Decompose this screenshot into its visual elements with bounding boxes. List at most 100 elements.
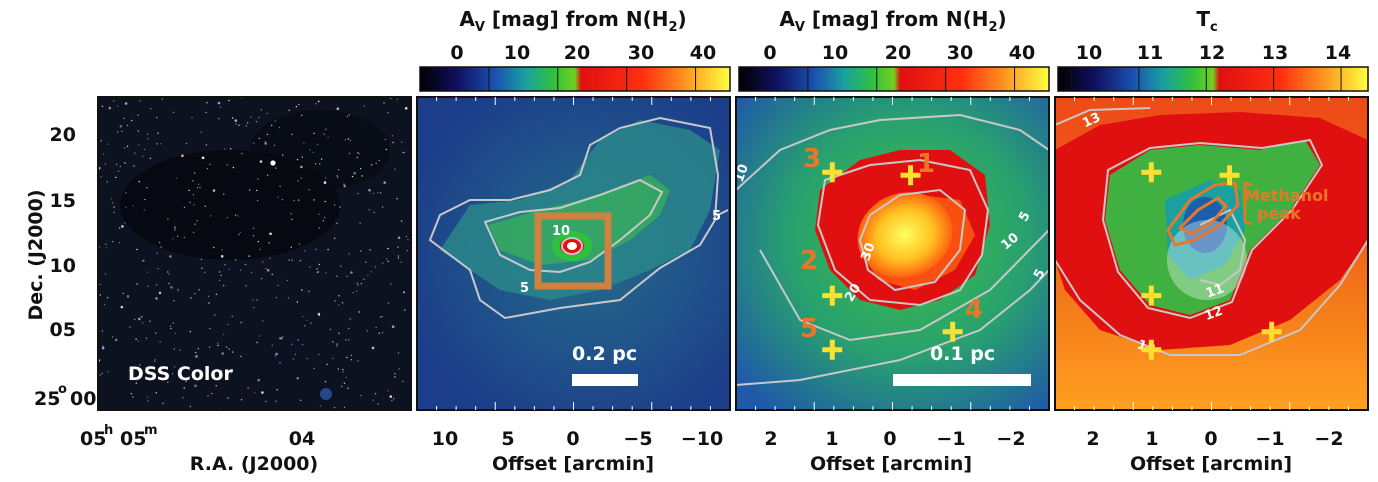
star — [348, 327, 350, 330]
star — [113, 211, 115, 214]
star — [214, 314, 216, 316]
star — [215, 385, 217, 387]
star — [146, 133, 149, 135]
star — [383, 181, 387, 184]
star — [169, 325, 172, 327]
star — [297, 339, 299, 341]
star — [145, 367, 147, 369]
star — [156, 252, 158, 254]
ra-tick-hours: 05 — [80, 428, 106, 450]
star — [301, 156, 303, 158]
star — [149, 320, 151, 322]
star — [405, 235, 408, 238]
star — [223, 284, 225, 287]
star — [386, 258, 388, 260]
star — [344, 139, 347, 141]
star — [291, 133, 293, 136]
position-label: 5 — [800, 314, 818, 344]
star — [224, 264, 226, 266]
star — [124, 162, 126, 164]
position-cross — [900, 165, 921, 186]
ra-tick-min: 05 — [120, 428, 146, 450]
star — [223, 333, 225, 336]
star — [156, 143, 158, 145]
star — [106, 297, 109, 299]
dec-origin-sup: o — [58, 382, 67, 397]
star — [132, 205, 134, 207]
star — [183, 236, 185, 239]
star — [161, 98, 163, 100]
contour-label: 12 — [1203, 304, 1225, 324]
star — [162, 402, 164, 405]
star — [333, 406, 336, 409]
star — [365, 261, 367, 263]
star — [403, 291, 405, 294]
star — [358, 311, 360, 313]
star — [322, 220, 324, 222]
star — [170, 327, 172, 330]
star — [146, 396, 149, 398]
star — [211, 392, 213, 395]
star — [356, 156, 358, 159]
star — [100, 176, 102, 178]
x-axis-label: Offset [arcmin] — [492, 453, 654, 475]
star — [234, 214, 237, 216]
x-tick-label: −2 — [996, 428, 1025, 450]
x-tick-label: −5 — [623, 428, 652, 450]
methanol-label: Methanol — [1244, 186, 1328, 205]
star — [208, 346, 211, 348]
star — [183, 387, 185, 389]
star — [139, 100, 141, 102]
star — [358, 153, 360, 155]
colorbar-ticks — [419, 67, 697, 91]
x-axis-label: Offset [arcmin] — [1130, 453, 1292, 475]
star — [282, 154, 284, 156]
star — [260, 109, 263, 111]
star — [402, 380, 404, 382]
star — [197, 183, 200, 185]
star — [317, 100, 320, 103]
star — [192, 194, 195, 196]
star — [185, 380, 187, 383]
star — [168, 273, 170, 275]
star — [256, 341, 258, 344]
star — [194, 223, 196, 225]
star — [385, 148, 387, 151]
colorbar-tick-label: 0 — [450, 42, 463, 64]
star — [210, 215, 212, 217]
star — [292, 358, 295, 360]
star — [104, 273, 107, 275]
star — [177, 235, 179, 237]
star — [238, 124, 240, 126]
star — [228, 268, 230, 270]
star — [190, 297, 192, 299]
star — [397, 246, 399, 248]
star — [257, 240, 259, 243]
star — [400, 220, 403, 222]
star — [207, 395, 209, 397]
star — [351, 175, 354, 178]
star — [113, 100, 115, 102]
star — [394, 376, 396, 378]
star — [105, 247, 108, 249]
star — [226, 164, 228, 166]
star — [177, 288, 179, 291]
star — [312, 151, 314, 154]
scale-bar-label: 0.1 pc — [930, 343, 995, 365]
star — [208, 302, 210, 304]
star — [138, 317, 141, 321]
star — [357, 284, 359, 286]
colorbar-tick-label: 20 — [885, 42, 911, 64]
star — [296, 376, 300, 380]
star — [377, 403, 379, 405]
star — [363, 278, 365, 281]
star — [341, 302, 344, 304]
star — [370, 271, 372, 273]
star — [407, 239, 409, 241]
star — [348, 114, 350, 116]
star — [245, 125, 248, 127]
star — [133, 165, 135, 167]
star — [304, 325, 306, 327]
colorbar-tick-label: 11 — [1137, 42, 1163, 64]
dss-label: DSS Color — [128, 363, 233, 385]
